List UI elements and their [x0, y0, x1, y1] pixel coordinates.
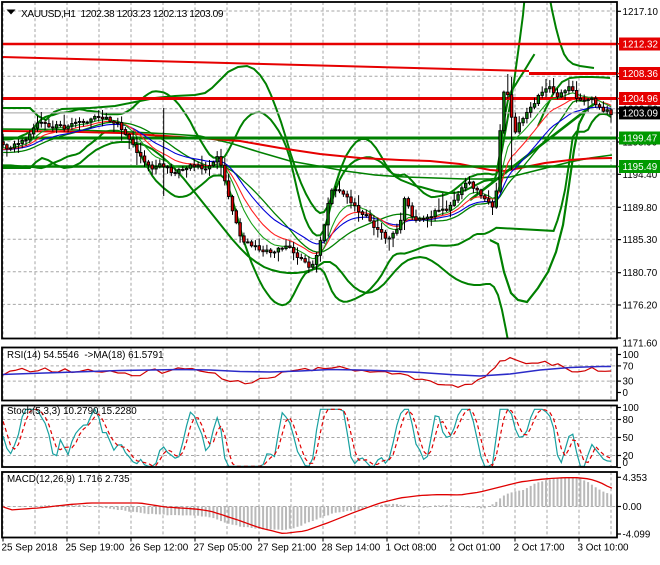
svg-text:27 Sep 05:00: 27 Sep 05:00: [194, 543, 253, 554]
svg-text:1212.32: 1212.32: [623, 40, 658, 51]
svg-text:1 Oct 08:00: 1 Oct 08:00: [386, 543, 438, 554]
svg-text:1176.20: 1176.20: [623, 301, 658, 312]
svg-text:1189.80: 1189.80: [623, 203, 658, 214]
svg-text:25 Sep 2018: 25 Sep 2018: [2, 543, 59, 554]
svg-text:70: 70: [623, 361, 634, 372]
svg-text:25 Sep 19:00: 25 Sep 19:00: [66, 543, 125, 554]
svg-text:MACD(12,26,9) 1.716 2.735: MACD(12,26,9) 1.716 2.735: [7, 474, 130, 485]
svg-text:1204.96: 1204.96: [623, 94, 659, 105]
svg-text:3 Oct 10:00: 3 Oct 10:00: [578, 543, 630, 554]
svg-text:27 Sep 21:00: 27 Sep 21:00: [258, 543, 317, 554]
svg-text:20: 20: [623, 451, 634, 462]
svg-text:1180.70: 1180.70: [623, 268, 658, 279]
svg-text:2 Oct 01:00: 2 Oct 01:00: [450, 543, 502, 554]
svg-text:1208.36: 1208.36: [623, 69, 659, 80]
svg-text:2 Oct 17:00: 2 Oct 17:00: [514, 543, 566, 554]
svg-text:30: 30: [623, 377, 634, 388]
svg-text:1195.49: 1195.49: [623, 162, 658, 173]
svg-text:-4.099: -4.099: [623, 530, 651, 541]
svg-text:26 Sep 12:00: 26 Sep 12:00: [130, 543, 189, 554]
svg-text:XAUUSD,H1 1202.38 1203.23 120: XAUUSD,H1 1202.38 1203.23 1202.13 1203.0…: [21, 9, 224, 20]
svg-text:1194.40: 1194.40: [623, 170, 658, 181]
svg-text:1185.30: 1185.30: [623, 235, 658, 246]
svg-text:Stoch(5,3,3) 10.2790 15.2280: Stoch(5,3,3) 10.2790 15.2280: [7, 406, 137, 417]
svg-text:4.353: 4.353: [623, 473, 648, 484]
svg-text:1203.09: 1203.09: [623, 109, 658, 120]
svg-text:28 Sep 14:00: 28 Sep 14:00: [322, 543, 381, 554]
svg-text:80: 80: [623, 415, 634, 426]
svg-text:100: 100: [623, 350, 640, 361]
svg-text:1199.47: 1199.47: [623, 134, 658, 145]
svg-text:1171.60: 1171.60: [623, 339, 658, 350]
svg-text:0: 0: [623, 458, 629, 469]
svg-text:100: 100: [623, 403, 640, 414]
svg-text:50: 50: [623, 433, 634, 444]
svg-text:0.00: 0.00: [623, 502, 643, 513]
svg-text:0: 0: [623, 388, 629, 399]
svg-text:RSI(14) 54.5546 ->MA(18) 61.5: RSI(14) 54.5546 ->MA(18) 61.5791: [7, 350, 164, 361]
svg-text:1217.10: 1217.10: [623, 7, 659, 18]
